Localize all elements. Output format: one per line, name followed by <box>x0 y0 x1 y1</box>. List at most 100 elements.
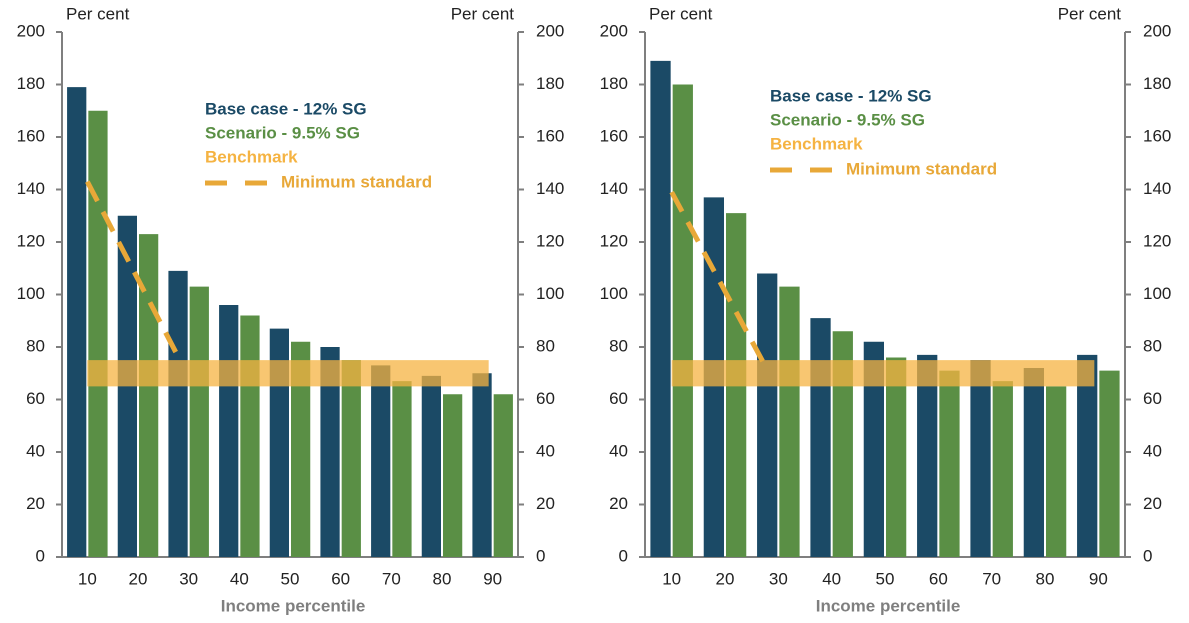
y-tick-label: 60 <box>609 389 628 408</box>
x-tick-label: 10 <box>662 569 681 588</box>
x-tick-label: 30 <box>769 569 788 588</box>
bar <box>67 87 87 557</box>
y-tick-label: 180 <box>600 74 628 93</box>
x-tick-label: 50 <box>281 569 300 588</box>
y2-axis-label: Per cent <box>451 4 515 23</box>
bar <box>168 270 188 557</box>
y-tick-label: 120 <box>600 231 628 250</box>
x-tick-label: 80 <box>433 569 452 588</box>
bar <box>1077 354 1098 557</box>
x-tick-label: 70 <box>982 569 1001 588</box>
y-tick-label: 200 <box>600 21 628 40</box>
legend-label: Minimum standard <box>846 159 997 178</box>
y2-tick-label: 20 <box>536 494 555 513</box>
bar <box>757 273 778 557</box>
y-tick-label: 100 <box>600 284 628 303</box>
x-tick-label: 90 <box>1089 569 1108 588</box>
legend-label: Scenario - 9.5% SG <box>770 110 925 129</box>
y2-axis-label: Per cent <box>1058 4 1122 23</box>
bar <box>1099 370 1120 557</box>
bar <box>992 381 1013 557</box>
bar <box>219 305 239 557</box>
bar <box>1023 368 1044 557</box>
legend-label: Minimum standard <box>281 172 432 191</box>
legend-label: Scenario - 9.5% SG <box>205 123 360 142</box>
y2-tick-label: 180 <box>1143 74 1171 93</box>
legend-label: Base case - 12% SG <box>205 99 367 118</box>
y2-tick-label: 200 <box>536 21 564 40</box>
y-tick-label: 0 <box>36 546 45 565</box>
benchmark-band <box>671 360 1095 387</box>
bar <box>1046 386 1067 557</box>
y-tick-label: 100 <box>17 284 45 303</box>
y-tick-label: 140 <box>600 179 628 198</box>
y2-tick-label: 40 <box>536 441 555 460</box>
y2-tick-label: 0 <box>1143 546 1152 565</box>
bar <box>832 331 853 557</box>
bar <box>189 286 209 557</box>
y-tick-label: 160 <box>600 126 628 145</box>
x-tick-label: 20 <box>716 569 735 588</box>
bar <box>939 370 960 557</box>
y-tick-label: 20 <box>609 494 628 513</box>
y2-tick-label: 80 <box>536 336 555 355</box>
y2-tick-label: 120 <box>1143 231 1171 250</box>
y2-tick-label: 40 <box>1143 441 1162 460</box>
y2-tick-label: 0 <box>536 546 545 565</box>
x-tick-label: 90 <box>483 569 502 588</box>
y2-tick-label: 140 <box>1143 179 1171 198</box>
bar <box>472 373 492 557</box>
x-axis-label: Income percentile <box>221 596 366 615</box>
bar <box>341 360 361 557</box>
y-axis-label: Per cent <box>66 4 130 23</box>
bar <box>810 318 831 557</box>
x-tick-label: 70 <box>382 569 401 588</box>
x-tick-label: 60 <box>331 569 350 588</box>
benchmark-band <box>87 360 489 387</box>
y-tick-label: 200 <box>17 21 45 40</box>
y2-tick-label: 100 <box>536 284 564 303</box>
y2-tick-label: 140 <box>536 179 564 198</box>
x-tick-label: 60 <box>929 569 948 588</box>
bar <box>88 110 108 557</box>
bar <box>650 60 671 557</box>
x-tick-label: 40 <box>230 569 249 588</box>
bar <box>970 360 991 557</box>
y-tick-label: 60 <box>26 389 45 408</box>
x-tick-label: 50 <box>876 569 895 588</box>
x-tick-label: 30 <box>179 569 198 588</box>
x-tick-label: 20 <box>129 569 148 588</box>
x-tick-label: 40 <box>822 569 841 588</box>
y-tick-label: 180 <box>17 74 45 93</box>
bar <box>863 341 884 557</box>
y-tick-label: 0 <box>619 546 628 565</box>
bar <box>240 315 260 557</box>
bar <box>672 84 693 557</box>
y-tick-label: 20 <box>26 494 45 513</box>
bar <box>421 375 441 557</box>
x-tick-label: 80 <box>1036 569 1055 588</box>
legend-label: Benchmark <box>770 134 863 153</box>
y2-tick-label: 60 <box>536 389 555 408</box>
bar <box>139 234 159 557</box>
y2-tick-label: 180 <box>536 74 564 93</box>
y-tick-label: 40 <box>609 441 628 460</box>
y2-tick-label: 80 <box>1143 336 1162 355</box>
y2-tick-label: 60 <box>1143 389 1162 408</box>
bar <box>886 357 907 557</box>
bar <box>443 394 463 557</box>
legend-label: Base case - 12% SG <box>770 86 932 105</box>
bar <box>392 381 412 557</box>
y2-tick-label: 160 <box>1143 126 1171 145</box>
x-tick-label: 10 <box>78 569 97 588</box>
y-axis-label: Per cent <box>649 4 713 23</box>
y2-tick-label: 120 <box>536 231 564 250</box>
bar <box>493 394 513 557</box>
y-tick-label: 140 <box>17 179 45 198</box>
y-tick-label: 160 <box>17 126 45 145</box>
bar <box>917 354 938 557</box>
legend-label: Benchmark <box>205 147 298 166</box>
bar <box>291 341 311 557</box>
bar <box>371 365 391 557</box>
